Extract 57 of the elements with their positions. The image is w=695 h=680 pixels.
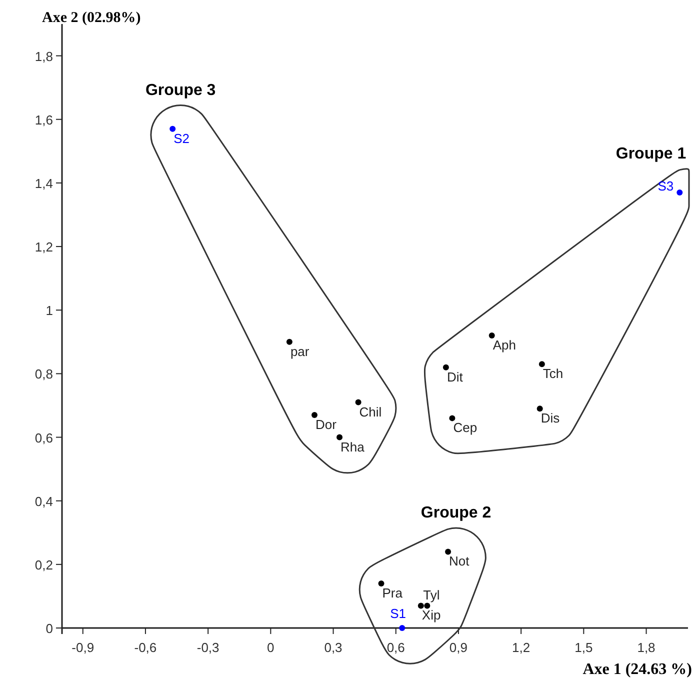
text: Groupe 2 [420, 504, 492, 522]
point [449, 415, 456, 422]
data-label: S3 [658, 178, 674, 194]
y-tick-label: 1 [46, 303, 53, 318]
data-label: Tyl [423, 588, 440, 603]
point [378, 580, 384, 586]
data-label: Dor [315, 417, 338, 432]
point [488, 332, 495, 339]
point [676, 189, 683, 196]
x-tick-label: 0,9 [449, 640, 468, 655]
x-tick-label: 0,3 [324, 640, 342, 655]
x-tick-label: 0 [267, 640, 274, 655]
point [399, 625, 406, 631]
data-label: S2 [174, 130, 190, 146]
y-tick-label: 0,6 [34, 430, 53, 446]
x-tick-label: -0,3 [196, 640, 220, 655]
y-tick-label: 0,4 [34, 494, 53, 509]
data-label: Cep [453, 420, 478, 436]
data-label: Not [449, 554, 470, 569]
x-tick-label: 1,2 [512, 640, 530, 655]
data-label: Aph [492, 338, 516, 353]
x-axis-title: Axe 1 (24.63 %) [582, 661, 692, 678]
y-tick-label: 1,8 [34, 48, 53, 64]
x-tick-label: -0,9 [72, 640, 94, 655]
data-label: par [290, 344, 310, 359]
point [286, 338, 292, 345]
y-tick-label: 1,2 [34, 240, 53, 255]
point [424, 602, 430, 609]
data-label: Pra [382, 585, 404, 600]
data-label: Xip [422, 608, 441, 623]
point [355, 399, 362, 406]
x-tick-label: 0,6 [386, 640, 405, 655]
data-label: Tch [542, 366, 564, 382]
y-tick-label: 0,2 [34, 557, 53, 572]
point [170, 126, 176, 132]
data-label: Rha [340, 439, 366, 454]
y-axis-title: Axe 2 (02.98%) [42, 10, 141, 26]
point [311, 412, 318, 418]
point [442, 364, 449, 370]
y-tick-label: 1,6 [34, 112, 53, 128]
y-tick-label: 0 [46, 621, 53, 636]
data-label: Dit [446, 369, 464, 384]
x-tick-label: -0,6 [134, 640, 157, 655]
point [336, 434, 343, 440]
point [445, 548, 452, 555]
point [538, 361, 545, 368]
y-tick-label: 1,4 [34, 176, 53, 191]
data-label: Chil [359, 404, 382, 420]
data-label: Dis [540, 410, 560, 426]
data-label: S1 [390, 606, 406, 621]
x-tick-label: 1,5 [574, 640, 593, 655]
y-tick-label: 0,8 [34, 366, 53, 382]
x-tick-label: 1,8 [637, 640, 656, 655]
point [536, 406, 543, 412]
series-label: Groupe 1 [616, 145, 686, 162]
point [418, 602, 424, 609]
text: Groupe 3 [145, 82, 216, 99]
